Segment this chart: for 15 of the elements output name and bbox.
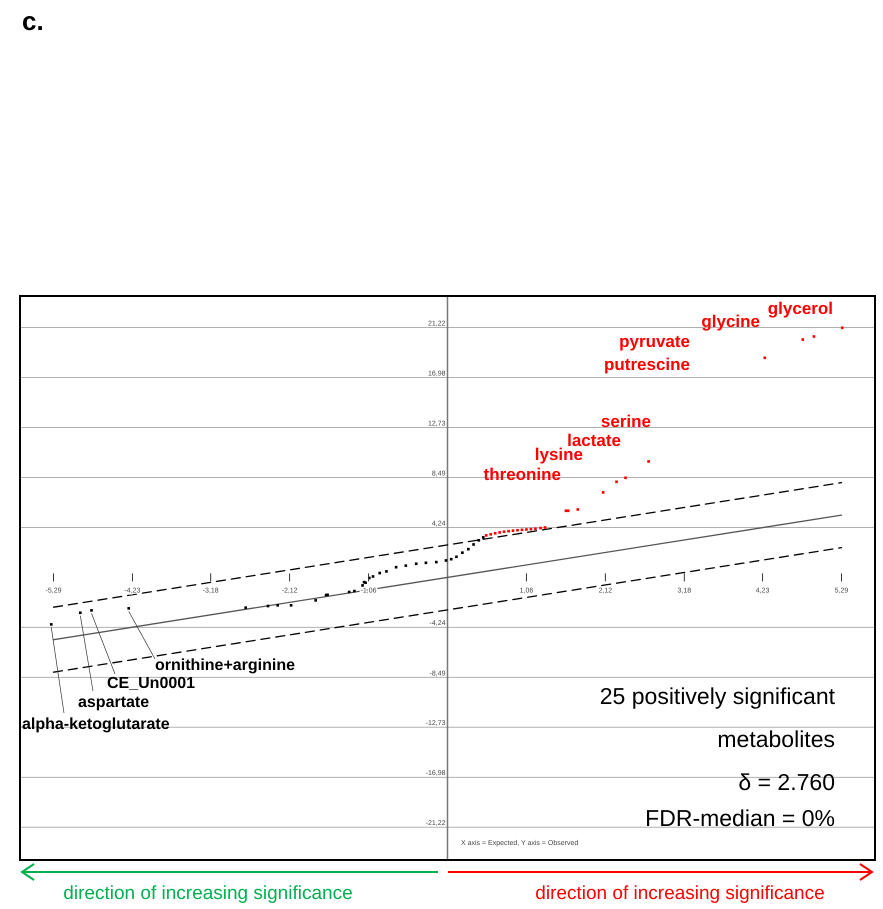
annotation: threonine xyxy=(484,465,561,484)
chart-title: c. xyxy=(22,6,44,36)
text: direction of increasing significance xyxy=(63,883,353,904)
annotation: alpha-ketoglutarate xyxy=(22,716,170,733)
annotation: glycine xyxy=(701,312,760,331)
annotation: δ = 2.760 xyxy=(738,769,835,795)
annotation: serine xyxy=(600,412,651,431)
annotation: putrescine xyxy=(604,355,690,374)
annotation: CE_Un0001 xyxy=(107,675,196,692)
annotation: ornithine+arginine xyxy=(155,657,296,674)
text: direction of increasing significance xyxy=(535,883,825,904)
annotation: FDR-median = 0% xyxy=(645,805,835,831)
annotation: glycerol xyxy=(768,299,833,318)
annotation: aspartate xyxy=(78,694,150,711)
annotation: pyruvate xyxy=(619,332,690,351)
